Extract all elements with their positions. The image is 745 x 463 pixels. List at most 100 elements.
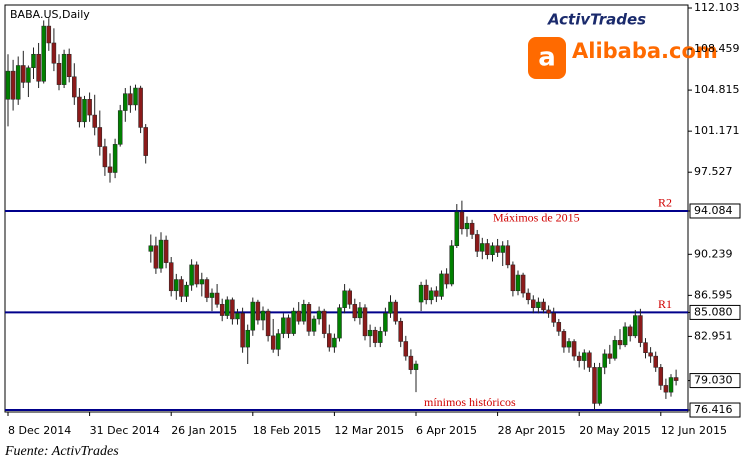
candle-body: [612, 340, 618, 359]
candle-body: [92, 114, 97, 128]
candle-body: [546, 309, 551, 314]
candle-body: [102, 146, 108, 168]
candle-body: [469, 222, 475, 235]
candle-body: [592, 367, 597, 404]
candle-body: [61, 53, 67, 85]
logo-brand: ActivTrades: [547, 11, 646, 29]
candle-body: [627, 326, 633, 337]
candle-body: [97, 127, 103, 147]
candle-body: [643, 342, 648, 353]
candle-body: [602, 353, 607, 368]
x-tick-label: 20 May 2015: [579, 424, 651, 437]
candle-body: [607, 353, 613, 359]
y-tick-box: [689, 402, 741, 418]
candle-body: [128, 93, 133, 106]
y-tick-label: 76.416: [694, 403, 733, 416]
candle-body: [235, 313, 240, 320]
x-tick-label: 8 Dec 2014: [8, 424, 71, 437]
candle-body: [316, 310, 322, 320]
candle-body: [184, 284, 189, 297]
candle-body: [561, 331, 567, 348]
candle-body: [653, 355, 658, 368]
candle-body: [372, 329, 378, 343]
y-tick-label: 85.080: [694, 305, 733, 318]
y-tick-label: 108.459: [694, 42, 740, 55]
candle-body: [444, 273, 449, 285]
candle-body: [163, 239, 169, 263]
candle-body: [459, 211, 465, 230]
candle-body: [658, 367, 664, 386]
candle-body: [556, 322, 562, 332]
candle-body: [362, 307, 368, 337]
candle-body: [219, 304, 225, 316]
y-tick-label: 112.103: [694, 1, 740, 14]
x-tick-label: 18 Feb 2015: [253, 424, 321, 437]
candle-body: [270, 335, 276, 350]
candle-body: [194, 264, 199, 285]
candle-body: [41, 25, 46, 82]
logo: ActivTrades a Alibaba.com: [528, 11, 718, 79]
candle-body: [112, 144, 118, 173]
candle-body: [51, 42, 57, 64]
candle-body: [449, 245, 454, 285]
candle-body: [296, 310, 301, 322]
candle-body: [168, 262, 174, 292]
candle-body: [434, 290, 439, 297]
candle-body: [327, 333, 332, 348]
y-tick-label: 86.595: [694, 288, 733, 301]
candle-body: [133, 87, 138, 106]
candle-body: [21, 65, 26, 83]
logo-icon-glyph: a: [538, 43, 556, 73]
candle-body: [291, 310, 296, 334]
candle-body: [582, 352, 587, 361]
candle-body: [82, 99, 87, 123]
candle-body: [301, 304, 307, 322]
candle-body: [571, 341, 577, 357]
candle-body: [541, 301, 546, 311]
candle-body: [480, 243, 485, 252]
candle-body: [515, 274, 521, 292]
candle-body: [56, 62, 62, 85]
candle-body: [15, 65, 21, 100]
x-tick-label: 6 Apr 2015: [416, 424, 477, 437]
candle-body: [510, 264, 516, 292]
candle-body: [485, 243, 490, 255]
candle-body: [597, 367, 602, 404]
y-tick-label: 104.815: [694, 83, 740, 96]
y-tick-label: 90.239: [694, 247, 733, 260]
candle-body: [117, 110, 123, 145]
candle-body: [403, 341, 409, 357]
logo-icon: [528, 37, 566, 79]
candle-body: [179, 279, 184, 297]
candle-body: [398, 320, 403, 342]
y-tick-box: [689, 304, 741, 320]
candle-body: [158, 239, 164, 269]
level-label: R1: [658, 297, 672, 311]
candle-body: [638, 315, 643, 343]
candle-body: [255, 301, 261, 321]
y-tick-label: 79.030: [694, 374, 733, 387]
x-tick-label: 31 Dec 2014: [90, 424, 160, 437]
candle-body: [321, 310, 327, 334]
source: Fuente: ActivTrades: [4, 444, 119, 459]
plot-frame: [4, 4, 689, 413]
candle-body: [209, 292, 215, 298]
chart-title: BABA.US,Daily: [10, 8, 90, 21]
y-tick-label: 101.171: [694, 124, 740, 137]
candle-body: [286, 317, 291, 334]
candle-body: [250, 301, 256, 331]
candle-body: [378, 331, 383, 343]
candle-body: [337, 307, 342, 339]
candle-body: [46, 25, 52, 44]
candle-body: [505, 245, 511, 266]
candle-body: [525, 292, 531, 301]
candle-body: [87, 99, 92, 116]
candle-body: [668, 377, 674, 393]
candle-body: [174, 279, 179, 292]
candle-body: [352, 304, 358, 319]
candle-body: [107, 166, 113, 173]
candle-body: [225, 299, 230, 316]
candle-body: [663, 385, 669, 393]
